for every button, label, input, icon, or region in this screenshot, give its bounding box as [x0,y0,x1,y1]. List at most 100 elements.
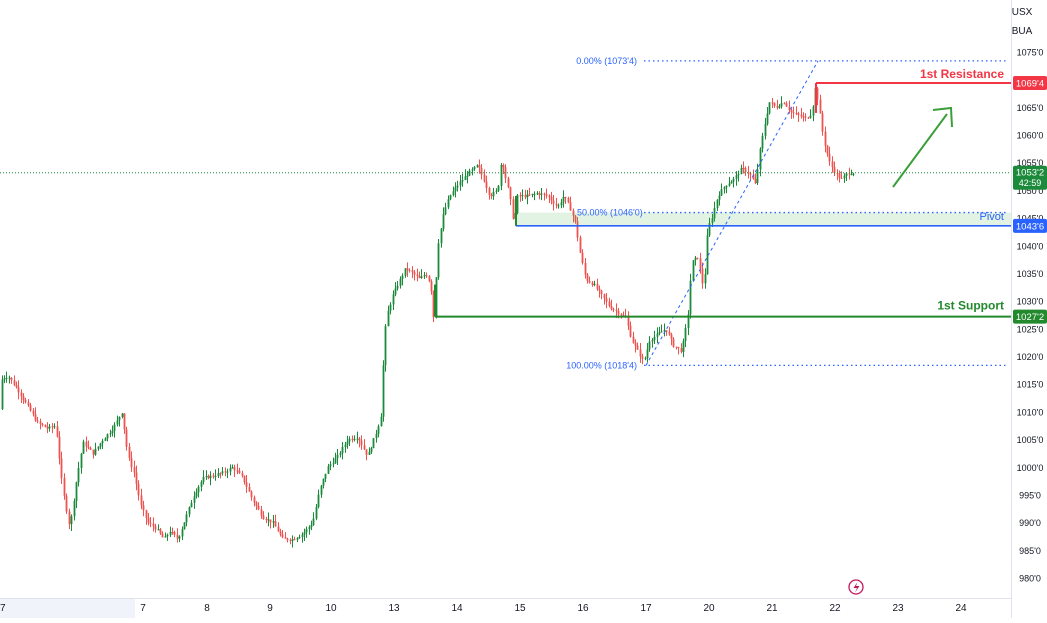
candle-body [651,339,654,342]
candle-body [106,434,109,439]
candle-body [620,314,623,316]
candle-body [142,505,145,511]
candle-body [413,272,416,275]
candle-body [289,540,292,542]
time-axis[interactable]: 7 8 9 10 13 14 15 16 17 20 21 22 23 24 27 [0,603,967,614]
candle-body [214,476,217,478]
candle-body [118,416,121,421]
candle-body [82,441,85,454]
candle-body [838,173,841,178]
time-tick-label: 22 [829,603,841,614]
candle-body [675,346,678,348]
price-tick-label: 1040'0 [1017,241,1044,251]
candle-body [176,534,179,539]
candle-body [636,345,639,350]
candle-body [104,438,107,441]
candle-body [286,538,289,541]
candle-body [564,196,567,199]
candle-body [32,410,35,414]
candle-body [60,458,63,478]
time-tick-label: 13 [388,603,400,614]
candle-body [795,113,798,115]
candle-body [468,170,471,176]
candle-body [480,167,483,175]
candle-body [65,495,68,512]
candle-body [332,463,335,465]
candle-body [692,260,695,281]
candle-body [329,464,332,467]
time-tick-label: 10 [325,603,337,614]
current-price-tag-text: 1053'2 [1016,168,1044,179]
price-tick-label: 1075'0 [1017,48,1044,58]
candle-body [70,516,73,525]
candle-body [1,379,4,410]
candle-body [274,521,277,527]
candle-body [836,173,839,175]
candle-body [680,348,683,352]
candle-body [540,193,543,195]
candle-body [528,194,531,196]
candle-body [708,223,711,236]
candle-body [241,473,244,476]
candle-body [612,309,615,311]
candle-body [800,114,803,117]
candle-body [848,173,851,175]
symbol-line-2: BUA [1011,26,1033,37]
candle-body [723,187,726,190]
candle-body [58,436,61,459]
candle-body [109,433,112,435]
candle-body [761,135,764,149]
candle-body [284,537,287,539]
candle-body [670,334,673,339]
price-tick-label: 1055'0 [1017,158,1044,168]
candle-body [788,106,791,110]
candle-body [749,173,752,175]
candle-body [193,496,196,503]
candle-body [197,486,200,493]
candle-body [725,185,728,188]
candle-body [3,378,6,380]
time-axis-scroll-region[interactable] [0,599,135,618]
candle-body [370,448,373,452]
candle-body [735,175,738,179]
candle-body [154,526,157,530]
candle-body [92,449,95,455]
candle-body [404,268,407,276]
candle-body [672,338,675,347]
candle-body [461,180,464,182]
candle-body [51,426,54,428]
candle-body [5,377,8,379]
candle-body [224,471,227,473]
price-tick-label: 990'0 [1019,518,1041,528]
candle-body [713,207,716,219]
candle-body [732,178,735,182]
candle-body [663,330,666,332]
candle-body [639,349,642,357]
candle-body [128,446,131,458]
candle-body [207,476,210,479]
price-tick-label: 1060'0 [1017,131,1044,141]
time-tick-label: 17 [640,603,652,614]
candle-body [737,174,740,176]
support-label: 1st Support [937,299,1004,313]
candle-body [97,446,100,449]
candle-body [538,193,541,195]
candle-body [238,470,241,474]
candle-body [277,526,280,532]
candle-body [245,482,248,488]
candle-body [348,438,351,442]
candle-body [267,519,270,521]
candle-body [380,416,383,427]
events-lightning-icon[interactable] [848,579,864,595]
candle-body [615,309,618,312]
candle-body [418,275,421,278]
candle-body [785,103,788,107]
candle-body [747,172,750,174]
candle-body [291,539,294,541]
candle-body [603,294,606,299]
candle-body [157,529,160,531]
candle-body [471,169,474,171]
candle-body [850,174,853,176]
